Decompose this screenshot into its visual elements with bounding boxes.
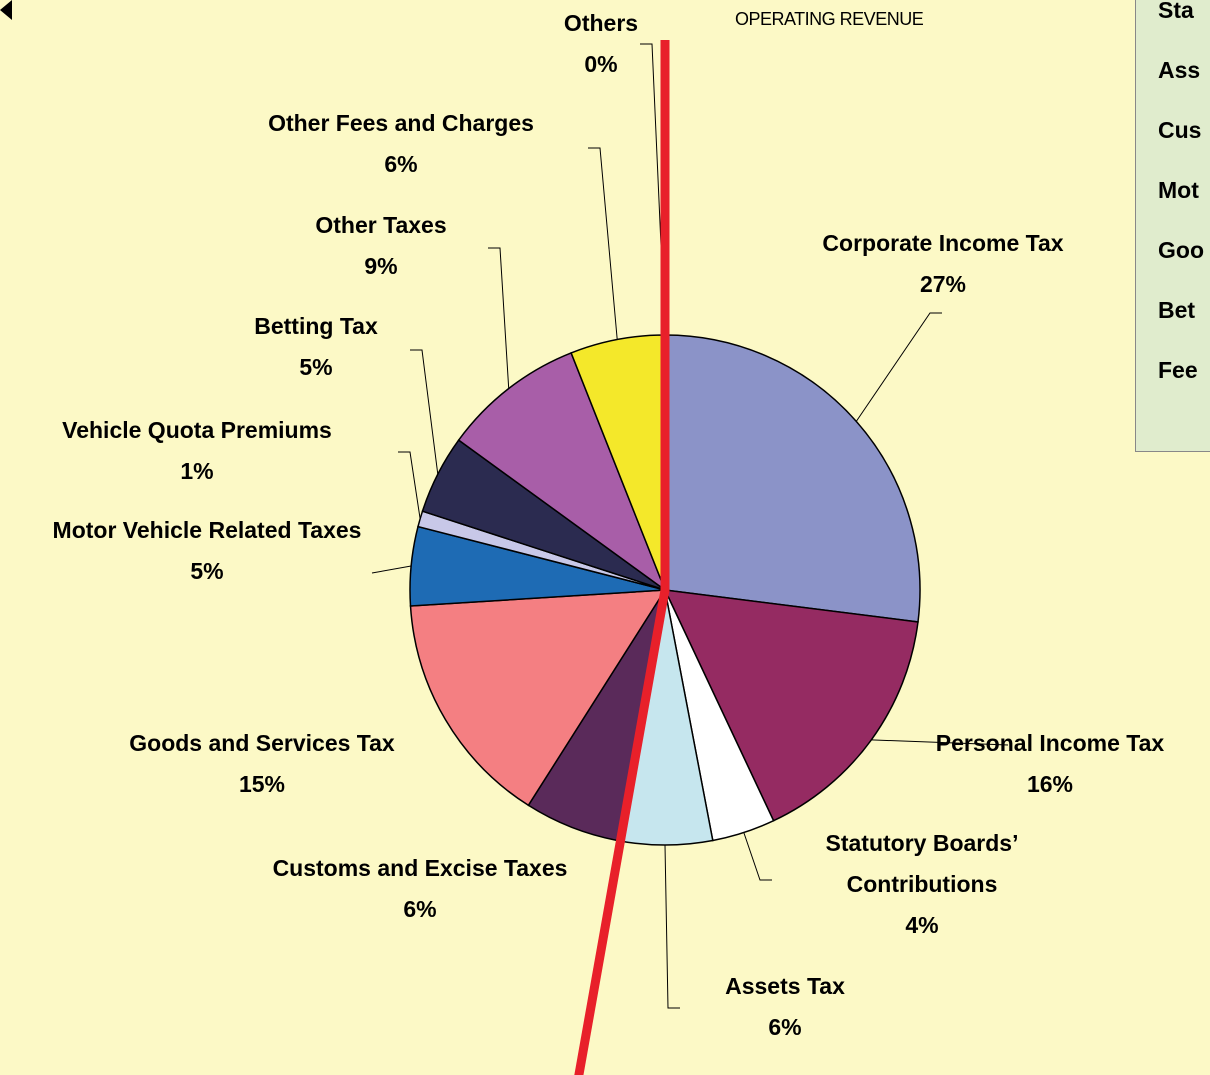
slice-value-label: 15% (238, 771, 286, 797)
slice-label: Other Taxes 9% (315, 205, 446, 287)
slice-value-label: 5% (299, 354, 333, 380)
panel-item: Cus (1158, 117, 1202, 143)
leader-line (743, 832, 772, 881)
leader-line (410, 349, 439, 475)
slice-label: Other Fees and Charges 6% (268, 103, 534, 185)
slice-name: Other Taxes (315, 212, 447, 238)
slice-value-label: 6% (384, 151, 418, 177)
chart-title: OPERATING REVENUE (735, 9, 924, 29)
slice-name: Goods and Services Tax (129, 730, 395, 756)
slice-value-label: 9% (364, 253, 398, 279)
corner-arrow (0, 0, 12, 20)
slice-label: Customs and Excise Taxes 6% (273, 848, 568, 930)
slice-name: Customs and Excise Taxes (272, 855, 568, 881)
leader-line (855, 312, 942, 422)
slice-label: Goods and Services Tax 15% (129, 723, 394, 805)
slice-name: Others (563, 10, 639, 36)
slice-value-label: 6% (768, 1014, 802, 1040)
slice-name: Vehicle Quota Premiums (62, 417, 332, 443)
leader-line (871, 739, 1009, 746)
panel-item: Sta (1158, 0, 1194, 23)
slice-value-label: 4% (905, 912, 939, 938)
slice-label: Others 0% (564, 3, 638, 85)
slice-label: Corporate Income Tax 27% (822, 223, 1063, 305)
slice-value-label: 5% (190, 558, 224, 584)
pie-slice (457, 351, 667, 593)
slice-value-label: 27% (919, 271, 967, 297)
slice-name: Statutory Boards’ Contributions (825, 830, 1019, 897)
slice-name: Motor Vehicle Related Taxes (52, 517, 362, 543)
pie-slice (664, 334, 921, 623)
slice-value-label: 1% (180, 458, 214, 484)
pie-slice (663, 589, 919, 822)
slice-value-label: 0% (584, 51, 618, 77)
leader-line (664, 844, 680, 1009)
slice-label: Motor Vehicle Related Taxes 5% (53, 510, 362, 592)
slice-label: Statutory Boards’ Contributions 4% (772, 823, 1072, 946)
leader-line (398, 451, 421, 519)
leader-line (488, 247, 510, 389)
slice-name: Corporate Income Tax (822, 230, 1064, 256)
slice-value-label: 6% (403, 896, 437, 922)
slice-name: Personal Income Tax (935, 730, 1165, 756)
slice-name: Assets Tax (725, 973, 845, 999)
slice-label: Assets Tax 6% (725, 966, 845, 1048)
slice-name: Other Fees and Charges (268, 110, 534, 136)
leader-line (588, 147, 618, 340)
panel-item: Mot (1158, 177, 1199, 203)
slice-label: Betting Tax 5% (254, 306, 378, 388)
slice-name: Betting Tax (254, 313, 378, 339)
slice-label: Vehicle Quota Premiums 1% (62, 410, 332, 492)
side-panel: Sta Ass Cus Mot Goo Bet Fee (1135, 0, 1210, 452)
panel-item: Fee (1158, 357, 1198, 383)
red-line (574, 589, 670, 1075)
panel-item: Goo (1158, 237, 1204, 263)
pie-slice (409, 589, 667, 807)
panel-item: Ass (1158, 57, 1201, 83)
leader-line (371, 565, 412, 574)
slice-value-label: 16% (1026, 771, 1074, 797)
panel-item: Bet (1158, 297, 1196, 323)
slice-label: Personal Income Tax 16% (936, 723, 1164, 805)
